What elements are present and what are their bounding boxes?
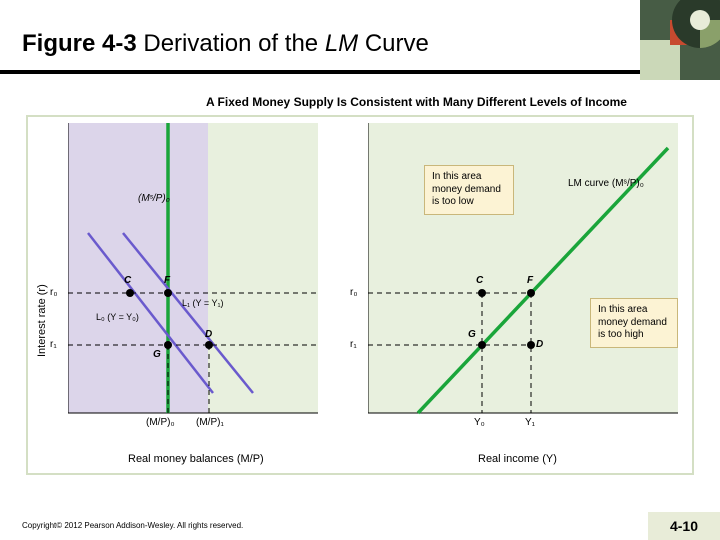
point-g-left: G xyxy=(153,349,161,360)
note-high: In this area money demand is too high xyxy=(590,298,678,348)
right-chart-svg xyxy=(368,123,678,423)
l0-label: L₀ (Y = Y₀) xyxy=(96,313,139,323)
y1-tick: Y₁ xyxy=(525,417,535,428)
note-low: In this area money demand is too low xyxy=(424,165,514,215)
corner-decoration xyxy=(640,0,720,80)
y0-tick: Y₀ xyxy=(474,417,485,428)
y-axis-label-left: Interest rate (r) xyxy=(36,284,48,357)
panel-wrapper: Interest rate (r) xyxy=(26,115,694,475)
point-d-left: D xyxy=(205,329,212,340)
point-g-right: G xyxy=(468,329,476,340)
right-panel: C F G D LM curve (Mˢ/P)₀ In this area mo… xyxy=(368,123,678,423)
title-suffix: Curve xyxy=(358,30,429,57)
point-c-right: C xyxy=(476,275,483,286)
x-axis-label-left: Real money balances (M/P) xyxy=(128,453,264,465)
r1-tick-right: r₁ xyxy=(350,339,357,350)
title-prefix: Figure 4-3 xyxy=(22,30,137,57)
title-main: Derivation of the xyxy=(137,30,325,57)
r0-tick-left: r₀ xyxy=(50,287,57,298)
point-d-right: D xyxy=(536,339,543,350)
ms-label: (Mˢ/P)₀ xyxy=(138,193,170,204)
figure-caption: A Fixed Money Supply Is Consistent with … xyxy=(206,95,627,109)
r0-tick-right: r₀ xyxy=(350,287,357,298)
figure-title: Figure 4-3 Derivation of the LM Curve xyxy=(22,30,429,58)
title-italic: LM xyxy=(325,30,358,57)
l1-label: L₁ (Y = Y₁) xyxy=(182,298,224,308)
page-number: 4-10 xyxy=(648,512,720,540)
left-chart-svg xyxy=(68,123,318,423)
point-c-left: C xyxy=(124,275,131,286)
copyright-footer: Copyright© 2012 Pearson Addison-Wesley. … xyxy=(22,521,243,530)
point-f-right: F xyxy=(527,275,533,286)
point-f-left: F xyxy=(164,275,170,286)
title-underline xyxy=(0,70,640,74)
lm-label: LM curve (Mˢ/P)₀ xyxy=(568,178,644,189)
slide: Figure 4-3 Derivation of the LM Curve A … xyxy=(0,0,720,540)
mp0-tick: (M/P)₀ xyxy=(146,417,175,428)
left-panel: C F G D (Mˢ/P)₀ L₀ (Y = Y₀) L₁ (Y = Y₁) … xyxy=(68,123,318,423)
r1-tick-left: r₁ xyxy=(50,339,57,350)
x-axis-label-right: Real income (Y) xyxy=(478,453,557,465)
mp1-tick: (M/P)₁ xyxy=(196,417,224,428)
figure-container: A Fixed Money Supply Is Consistent with … xyxy=(26,95,694,475)
